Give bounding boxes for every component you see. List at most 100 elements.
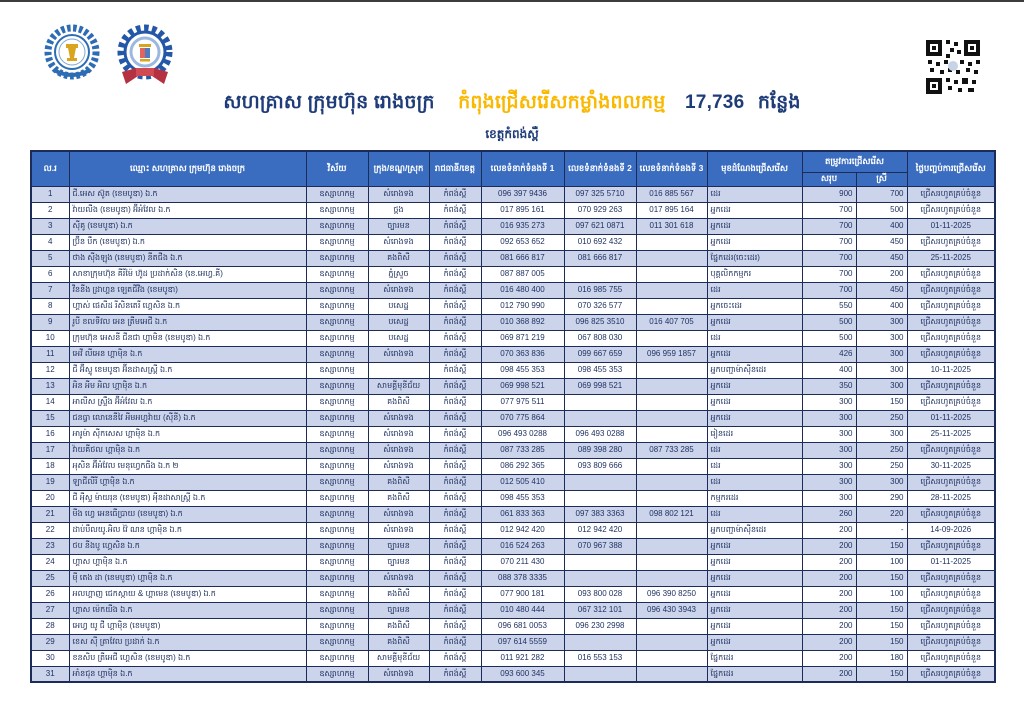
cell-female: - <box>855 521 908 539</box>
cell-district: គងពិសី <box>367 617 430 635</box>
cell-total: 300 <box>801 409 857 427</box>
cell-district: ច្បារមន <box>367 553 430 571</box>
cell-end-date: 14-09-2026 <box>906 521 996 539</box>
cell-company-name: ខេស ស៊ី ត្រាវែល ប្រដាក់ ឯ.ក <box>68 633 307 651</box>
cell-phone1: 012 505 410 <box>480 473 565 491</box>
title-main: សហគ្រាស ក្រុមហ៊ុន រោងចក្រ <box>223 92 435 113</box>
cell-end-date: 01-11-2025 <box>906 553 996 571</box>
cell-phone1: 011 921 282 <box>480 649 565 667</box>
cell-total: 300 <box>801 489 857 507</box>
cell-phone2: 097 383 3363 <box>563 505 637 523</box>
cell-end-date: ជ្រើសរហូតគ្រប់ចំនួន <box>906 345 996 363</box>
cell-sector: ឧស្សាហកម្ម <box>305 617 369 635</box>
table-row: 16 អារូម៉ា ស៊ីកសេស ហ្គាមុិន ឯ.ក ឧស្សាហកម… <box>30 425 996 443</box>
cell-company-name: ហ្គាស ម៉េកយីង ឯ.ក <box>68 601 307 619</box>
cell-district: សំរោងទង <box>367 441 430 459</box>
table-row: 21 មីង ហ្វេ អេនធើប្រាយ (ខេមបូឌា) ឯ.ក ឧស្… <box>30 505 996 523</box>
cell-end-date: ជ្រើសរហូតគ្រប់ចំនួន <box>906 665 996 683</box>
cell-total: 700 <box>801 233 857 251</box>
cell-position: អ្នកដេរ <box>706 313 803 331</box>
col-header-phone2: លេខទំនាក់ទំនងទី 2 <box>563 150 637 187</box>
cell-position: ដេរ <box>706 505 803 523</box>
cell-phone2: 098 455 353 <box>563 361 637 379</box>
cell-phone2: 096 493 0288 <box>563 425 637 443</box>
cell-district: បសេដ្ឋ <box>367 297 430 315</box>
cell-district: បសេដ្ឋ <box>367 313 430 331</box>
cell-company-name: ឡាជីលីរី ហ្គាមុិន ឯ.ក <box>68 473 307 491</box>
cell-phone1: 096 397 9436 <box>480 185 565 203</box>
cell-total: 300 <box>801 473 857 491</box>
cell-no: 28 <box>30 617 70 635</box>
cell-no: 12 <box>30 361 70 379</box>
cell-position: អ្នកដេរ <box>706 393 803 411</box>
cell-province: កំពង់ស្ពឺ <box>428 457 482 475</box>
col-header-end-date: ថ្ងៃបញ្ចប់ការជ្រើសរើស <box>906 150 996 187</box>
cell-position: អ្នកដេរ <box>706 345 803 363</box>
cell-sector: ឧស្សាហកម្ម <box>305 633 369 651</box>
cell-end-date: 01-11-2025 <box>906 409 996 427</box>
cell-phone1: 077 975 511 <box>480 393 565 411</box>
cell-position: បុគ្គលិកកម្មករ <box>706 265 803 283</box>
cell-sector: ឧស្សាហកម្ម <box>305 441 369 459</box>
cell-no: 5 <box>30 249 70 267</box>
cell-phone3: 098 802 121 <box>635 505 708 523</box>
cell-no: 13 <box>30 377 70 395</box>
cell-province: កំពង់ស្ពឺ <box>428 201 482 219</box>
cell-female: 150 <box>855 537 908 555</box>
cell-phone1: 096 493 0288 <box>480 425 565 443</box>
cell-total: 500 <box>801 313 857 331</box>
cell-sector: ឧស្សាហកម្ម <box>305 553 369 571</box>
cell-company-name: មុី តេង ដា (ខេមបូឌា) ហ្គាមុិន ឯ.ក <box>68 569 307 587</box>
table-row: 27 ហ្គាស ម៉េកយីង ឯ.ក ឧស្សាហកម្ម ច្បារមន … <box>30 601 996 619</box>
cell-phone1: 087 887 005 <box>480 265 565 283</box>
cell-phone3 <box>635 665 708 683</box>
cell-company-name: ខនសិប ត្រីអេជី ហ្គេសិន (ខេមបូឌា) ឯ.ក <box>68 649 307 667</box>
cell-company-name: អលហ្គាញ ជេកស្កាយ & ហ្គាមេន (ខេមបូឌា) ឯ.ក <box>68 585 307 603</box>
cell-phone2 <box>563 553 637 571</box>
cell-phone1: 097 614 5559 <box>480 633 565 651</box>
cell-phone3 <box>635 281 708 299</box>
cell-female: 400 <box>855 297 908 315</box>
cell-female: 500 <box>855 201 908 219</box>
cell-province: កំពង់ស្ពឺ <box>428 377 482 395</box>
cell-phone3 <box>635 297 708 315</box>
cell-sector: ឧស្សាហកម្ម <box>305 409 369 427</box>
table-row: 10 ក្រុមហ៊ុន អេសនី ជីនជា ហ្គាមិន (ខេមបូឌ… <box>30 329 996 347</box>
cell-position: ដេរ <box>706 441 803 459</box>
cell-sector: ឧស្សាហកម្ម <box>305 569 369 587</box>
cell-phone1: 016 935 273 <box>480 217 565 235</box>
cell-company-name: អេហ្វ យូ ជី ហ្គាមុិន (ខេមបូឌា) <box>68 617 307 635</box>
cell-phone2: 069 998 521 <box>563 377 637 395</box>
cell-phone3 <box>635 393 708 411</box>
cell-phone2: 096 230 2998 <box>563 617 637 635</box>
cell-district: សំរោងទង <box>367 345 430 363</box>
page-title: សហគ្រាស ក្រុមហ៊ុន រោងចក្រ កំពុងជ្រើសរើសក… <box>0 90 1024 118</box>
cell-company-name: សាខាក្រុមហ៊ុន គីរីម៉ៃ ហ៊ូដ ប្រដាក់សិន (ខ… <box>68 265 307 283</box>
table-row: 29 ខេស ស៊ី ត្រាវែល ប្រដាក់ ឯ.ក ឧស្សាហកម្… <box>30 633 996 651</box>
cell-phone1: 016 524 263 <box>480 537 565 555</box>
cell-district: គងពិសី <box>367 585 430 603</box>
cell-district: សំរោងទង <box>367 281 430 299</box>
col-header-total: សរុប <box>801 171 857 187</box>
cell-female: 300 <box>855 473 908 491</box>
cell-province: កំពង់ស្ពឺ <box>428 393 482 411</box>
cell-female: 250 <box>855 441 908 459</box>
cell-phone2: 070 929 263 <box>563 201 637 219</box>
cell-phone2 <box>563 473 637 491</box>
cell-phone1: 070 363 836 <box>480 345 565 363</box>
cell-phone2 <box>563 633 637 651</box>
cell-phone1: 096 681 0053 <box>480 617 565 635</box>
cell-end-date: ជ្រើសរហូតគ្រប់ចំនួន <box>906 201 996 219</box>
cell-phone3 <box>635 409 708 427</box>
cell-female: 150 <box>855 393 908 411</box>
cell-company-name: ថប នីងបូ ហ្គេសិន ឯ.ក <box>68 537 307 555</box>
cell-district <box>367 361 430 379</box>
cell-total: 500 <box>801 329 857 347</box>
cell-district: គងពិសី <box>367 633 430 651</box>
cell-company-name: អាំនជុន ហ្គាមុិន ឯ.ក <box>68 665 307 683</box>
cell-province: កំពង់ស្ពឺ <box>428 297 482 315</box>
cell-phone2: 097 325 5710 <box>563 185 637 203</box>
table-row: 15 ជនធ្វា លោនេនីវៃ អីមអហ្គវ៉ាយ (ស៊ីនី) ឯ… <box>30 409 996 427</box>
cell-district: សំរោងទង <box>367 505 430 523</box>
cell-total: 200 <box>801 601 857 619</box>
